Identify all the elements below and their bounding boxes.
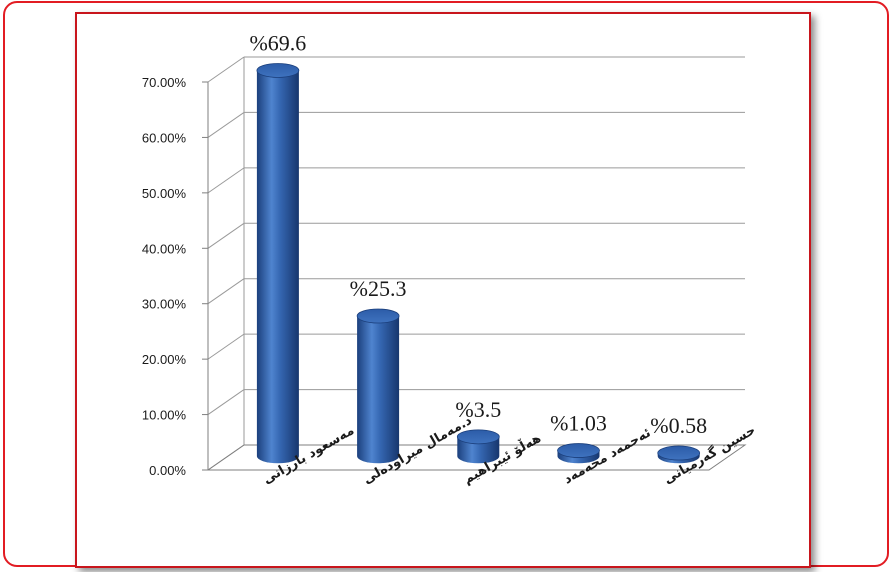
y-tick-label: 50.00%	[142, 186, 187, 201]
bar-top	[456, 429, 500, 445]
bar	[557, 443, 600, 464]
gridline-side	[207, 167, 245, 194]
label-layer: 0.00% 10.00% 20.00% 30.00% 40.00% 50.00% 60.00…	[142, 30, 758, 487]
chart-floor	[206, 444, 747, 471]
axis-layer	[202, 57, 747, 471]
gridline-side	[207, 222, 245, 249]
bar-top	[256, 63, 300, 78]
gridline-side	[207, 389, 245, 415]
gridline-side	[207, 56, 245, 83]
gridline-side	[207, 333, 245, 360]
data-label: %69.6	[249, 30, 306, 55]
bar	[456, 429, 500, 464]
chart-panel	[75, 12, 811, 568]
y-tick-label: 0.00%	[149, 463, 186, 478]
gridline-side	[207, 112, 245, 138]
data-label: %0.58	[650, 413, 707, 438]
data-label: %1.03	[550, 411, 607, 436]
bar-top	[356, 308, 400, 324]
grid-layer	[207, 56, 745, 471]
bar-body	[357, 316, 400, 464]
y-tick-label: 60.00%	[142, 130, 187, 145]
y-tick-label: 10.00%	[142, 408, 187, 423]
y-tick-label: 30.00%	[142, 297, 187, 312]
bar	[256, 63, 300, 464]
bar-top	[657, 445, 701, 461]
bar-body	[457, 436, 500, 464]
data-label: %3.5	[455, 397, 501, 422]
gridline-side	[207, 278, 245, 305]
bar-body	[256, 70, 299, 464]
bar	[356, 308, 400, 464]
bar-layer	[256, 63, 701, 464]
bar-top	[557, 443, 600, 458]
bar	[657, 445, 701, 464]
y-tick-label: 40.00%	[142, 241, 187, 256]
y-tick-label: 70.00%	[142, 75, 187, 90]
y-tick-label: 20.00%	[142, 352, 187, 367]
data-label: %25.3	[350, 276, 407, 301]
